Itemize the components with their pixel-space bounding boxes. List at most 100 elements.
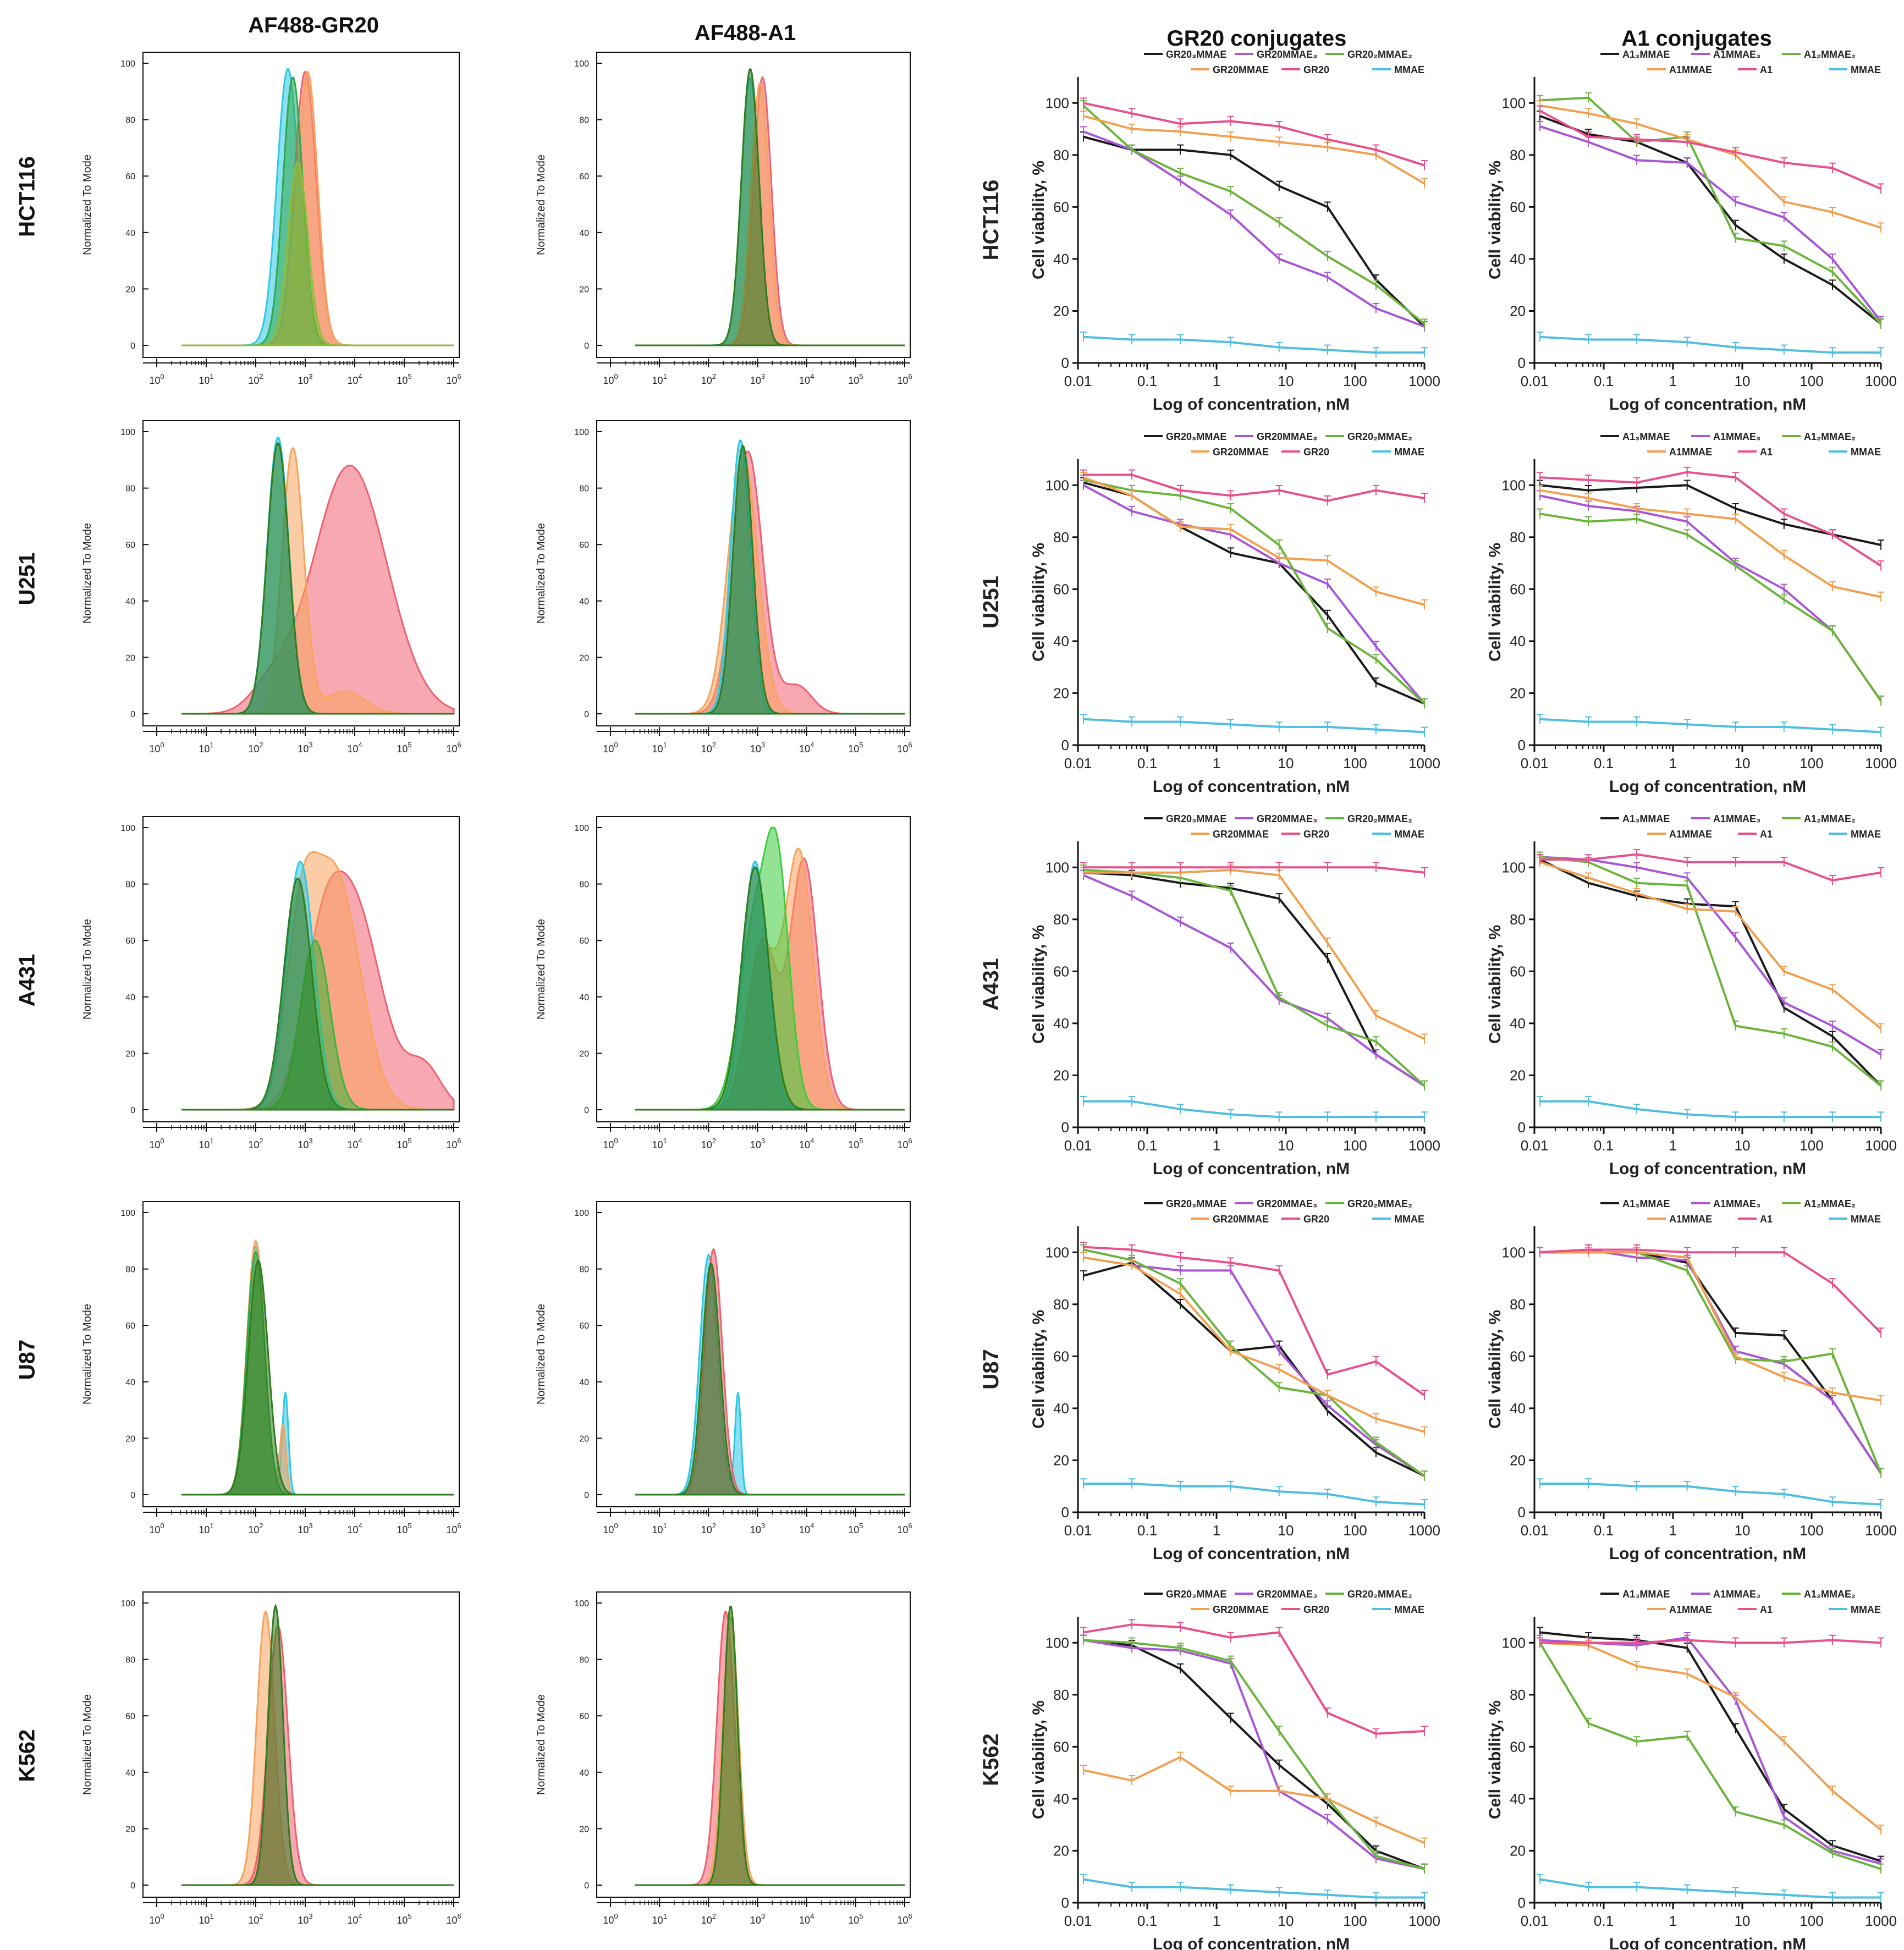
flow-ytick-label: 60: [125, 1712, 135, 1721]
series-line: [1539, 718, 1881, 734]
flow-xtick-label: 103: [298, 1522, 312, 1535]
legend-label: A1MMAE₃: [1713, 1198, 1760, 1209]
viability-xtick-label: 1000: [1865, 1913, 1897, 1929]
flow-xtick-label: 103: [298, 1912, 312, 1926]
viability-ylabel: Cell viability, %: [1486, 925, 1504, 1044]
series-line: [1083, 476, 1425, 606]
legend-label: A1: [1760, 829, 1773, 840]
flow-xtick-label: 104: [347, 741, 362, 754]
legend-label: A1MMAE₃: [1713, 431, 1760, 442]
legend-label: A1₃MMAE: [1622, 1198, 1670, 1209]
viability-chart-a431-a1: 0 20 40 60 80 100 0.01 0.1 1 10 100 1000 Log of conc…: [1486, 813, 1897, 1178]
legend-label: GR20MMAE₃: [1257, 813, 1317, 824]
viability-chart-u87-a1: 0 20 40 60 80 100 0.01 0.1 1 10 100 1000 Log of conc…: [1486, 1198, 1897, 1563]
viability-xtick-label: 1000: [1408, 1522, 1440, 1539]
histogram-curve: [181, 1244, 454, 1496]
flow-ytick-label: 40: [125, 993, 135, 1002]
viability-xtick-label: 0.01: [1521, 1137, 1549, 1154]
histogram-curve: [635, 866, 905, 1111]
flow-histogram-u87-a1: 0 20 40 60 80 100 Normalized To Mode 100 101 102 1…: [535, 1201, 912, 1535]
legend-label: A1₃MMAE: [1622, 813, 1670, 824]
flow-xtick-label: 106: [897, 1522, 912, 1535]
flow-ytick-label: 20: [579, 285, 589, 294]
flow-frame: [142, 420, 460, 726]
flow-ytick-label: 80: [125, 1265, 135, 1275]
viability-xtick-label: 1000: [1865, 755, 1897, 772]
flow-xtick-label: 102: [248, 1137, 263, 1150]
column-header-gr20-conjugates: GR20 conjugates: [1166, 26, 1347, 51]
flow-ytick-label: 60: [579, 1712, 589, 1721]
series-line: [1540, 853, 1881, 882]
viability-ytick-label: 20: [1510, 302, 1526, 319]
flow-ytick-label: 40: [579, 597, 589, 607]
histogram-curve: [181, 878, 454, 1111]
viability-xtick-label: 0.1: [1594, 1522, 1614, 1539]
viability-row-label: U87: [979, 1349, 1003, 1389]
flow-xtick-label: 102: [248, 741, 263, 754]
legend-label: GR20₃MMAE: [1166, 431, 1226, 442]
viability-ytick-label: 0: [1518, 355, 1526, 371]
legend-label: MMAE: [1851, 829, 1881, 840]
flow-histogram-u87-gr20: 0 20 40 60 80 100 Normalized To Mode 100 101 102 1…: [81, 1201, 461, 1535]
flow-histogram-k562-a1: 0 20 40 60 80 100 Normalized To Mode 100 101 102 1…: [535, 1591, 912, 1926]
flow-xtick-label: 102: [248, 1912, 263, 1926]
flow-xtick-label: 105: [848, 741, 863, 754]
legend-label: A1₂MMAE₂: [1804, 431, 1856, 442]
viability-row-label: HCT116: [979, 180, 1003, 261]
flow-ytick-label: 60: [579, 1321, 589, 1331]
viability-ytick-label: 0: [1518, 737, 1526, 753]
viability-ytick-label: 80: [1053, 1296, 1069, 1313]
viability-xtick-label: 0.01: [1064, 1137, 1092, 1154]
viability-ylabel: Cell viability, %: [1030, 925, 1048, 1044]
viability-ytick-label: 20: [1510, 685, 1526, 701]
flow-ytick-label: 0: [130, 710, 135, 719]
flow-ytick-label: 40: [125, 229, 135, 238]
series-line: [1083, 135, 1426, 328]
viability-xtick-label: 10: [1278, 1913, 1294, 1929]
flow-xtick-label: 101: [199, 1137, 213, 1150]
viability-xtick-label: 0.1: [1594, 1137, 1614, 1154]
flow-xtick-label: 101: [199, 1522, 213, 1535]
viability-xtick-label: 0.1: [1137, 1137, 1157, 1154]
flow-ytick-label: 100: [574, 1209, 589, 1218]
flow-xtick-label: 104: [799, 741, 814, 754]
viability-ytick-label: 20: [1053, 1067, 1069, 1083]
viability-xtick-label: 100: [1343, 1913, 1367, 1929]
series-line: [1540, 1639, 1881, 1644]
viability-ytick-label: 40: [1053, 1400, 1069, 1417]
legend-label: GR20MMAE: [1213, 1604, 1269, 1615]
legend-label: GR20₃MMAE: [1166, 1589, 1226, 1600]
flow-xtick-label: 103: [298, 372, 312, 386]
legend-label: GR20: [1303, 64, 1329, 75]
histogram-curve: [635, 1605, 905, 1886]
legend-label: GR20MMAE: [1213, 829, 1269, 840]
flow-ytick-label: 80: [125, 484, 135, 494]
flow-xtick-label: 106: [446, 741, 461, 754]
viability-ytick-label: 100: [1045, 859, 1069, 875]
flow-xtick-label: 106: [897, 372, 912, 386]
flow-histogram-k562-gr20: 0 20 40 60 80 100 Normalized To Mode 100 101 102 1…: [81, 1591, 461, 1926]
viability-ytick-label: 80: [1510, 911, 1526, 928]
flow-ytick-label: 40: [125, 1769, 135, 1778]
series-line: [1083, 1246, 1426, 1396]
flow-ytick-label: 100: [574, 59, 589, 69]
legend-label: A1MMAE₃: [1713, 49, 1760, 60]
series-line: [1539, 1248, 1882, 1474]
flow-ylabel: Normalized To Mode: [81, 1694, 93, 1795]
flow-xtick-label: 100: [603, 1137, 618, 1150]
viability-ytick-label: 80: [1053, 1687, 1069, 1703]
flow-xtick-label: 105: [397, 1522, 411, 1535]
flow-histogram-hct116-a1: 0 20 40 60 80 100 Normalized To Mode 100 101 102 1…: [535, 52, 912, 386]
legend-label: A1₂MMAE₂: [1804, 813, 1856, 824]
flow-xtick-label: 105: [848, 1137, 863, 1150]
flow-ytick-label: 40: [579, 993, 589, 1002]
series-line: [1539, 96, 1882, 325]
viability-xtick-label: 0.1: [1594, 755, 1614, 772]
series-line: [1083, 335, 1424, 354]
legend-label: GR20MMAE₃: [1257, 1198, 1317, 1209]
series-line: [1539, 856, 1882, 1087]
series-line: [1540, 1251, 1882, 1474]
